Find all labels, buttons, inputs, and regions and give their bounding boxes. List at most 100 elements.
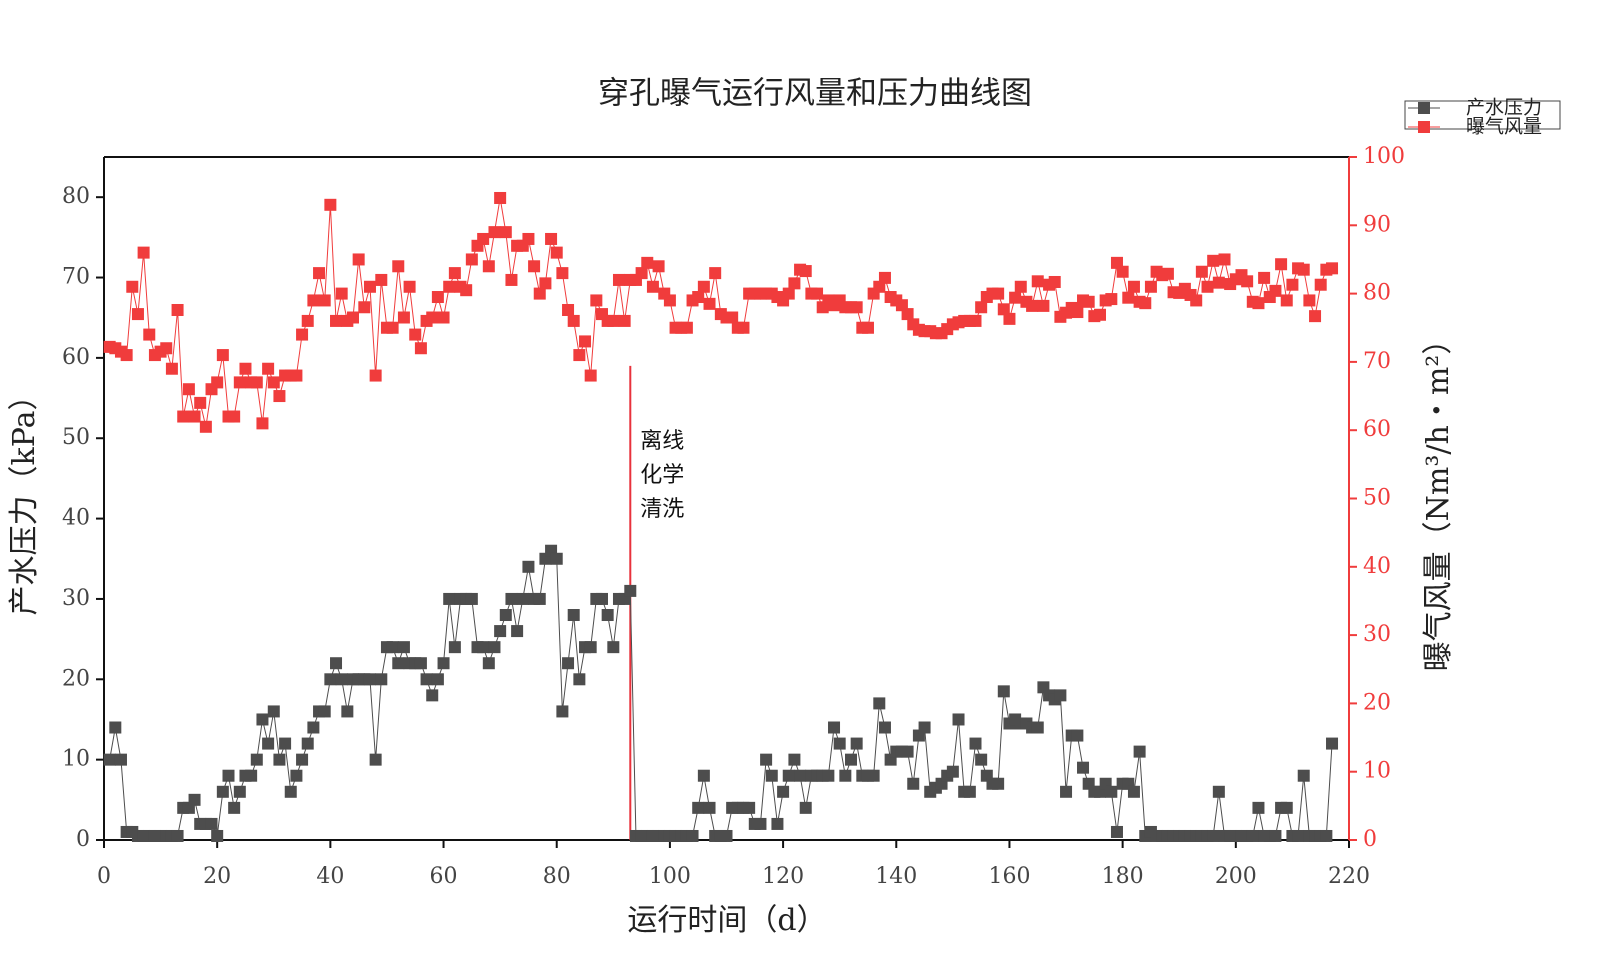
y2-tick-label: 0	[1363, 827, 1377, 852]
marker	[839, 769, 852, 782]
marker	[171, 829, 184, 842]
marker	[363, 673, 376, 686]
marker	[369, 753, 382, 766]
marker	[522, 560, 535, 573]
y-tick-label: 10	[62, 747, 90, 772]
marker	[1161, 267, 1174, 280]
marker	[494, 191, 507, 204]
marker	[267, 376, 280, 389]
marker	[828, 721, 841, 734]
x-tick-label: 100	[649, 864, 691, 889]
marker	[494, 625, 507, 638]
marker	[296, 753, 309, 766]
marker	[833, 737, 846, 750]
marker	[211, 376, 224, 389]
marker	[239, 362, 252, 375]
y2-tick-label: 10	[1363, 759, 1391, 784]
marker	[1326, 737, 1339, 750]
marker	[584, 641, 597, 654]
marker	[1037, 299, 1050, 312]
marker	[788, 753, 801, 766]
marker	[963, 785, 976, 798]
marker	[216, 349, 229, 362]
y2-tick-label: 50	[1363, 486, 1391, 511]
marker	[488, 641, 501, 654]
marker	[850, 301, 863, 314]
marker	[273, 753, 286, 766]
marker	[533, 287, 546, 300]
marker	[414, 342, 427, 355]
marker	[1094, 308, 1106, 321]
y2-axis-label: 曝气风量（Nm³/h・m²）	[1421, 325, 1456, 672]
marker	[556, 267, 569, 280]
marker	[188, 410, 201, 423]
marker	[811, 287, 824, 300]
marker	[997, 685, 1010, 698]
marker	[584, 369, 597, 382]
marker	[1269, 829, 1282, 842]
marker	[392, 657, 405, 670]
marker	[120, 349, 133, 362]
x-tick-label: 220	[1328, 864, 1370, 889]
marker	[539, 277, 552, 290]
marker	[1071, 729, 1084, 742]
x-tick-label: 40	[316, 864, 344, 889]
marker	[1297, 769, 1310, 782]
marker	[975, 753, 988, 766]
x-tick-label: 140	[875, 864, 917, 889]
marker	[262, 737, 275, 750]
marker	[1286, 278, 1299, 291]
marker	[1144, 280, 1157, 293]
marker	[1246, 829, 1259, 842]
marker	[1082, 295, 1095, 308]
marker	[1314, 278, 1327, 291]
marker	[550, 552, 563, 565]
marker	[369, 369, 382, 382]
marker	[1127, 280, 1140, 293]
marker	[579, 335, 592, 348]
marker	[290, 769, 303, 782]
marker	[1252, 801, 1265, 814]
marker	[1127, 785, 1140, 798]
legend-box	[1404, 100, 1561, 130]
marker	[279, 737, 292, 750]
marker	[330, 314, 343, 327]
marker	[137, 246, 150, 259]
y2-tick-label: 90	[1363, 212, 1391, 237]
marker	[245, 769, 258, 782]
marker	[567, 314, 580, 327]
marker	[318, 294, 331, 307]
marker	[1110, 825, 1123, 838]
marker	[641, 256, 654, 269]
marker	[307, 721, 320, 734]
marker	[997, 303, 1010, 316]
marker	[273, 390, 286, 403]
marker	[1009, 291, 1022, 304]
marker	[1201, 280, 1214, 293]
marker	[211, 829, 224, 842]
marker	[686, 829, 699, 842]
marker	[822, 769, 835, 782]
marker	[946, 765, 959, 778]
y2-tick-label: 20	[1363, 690, 1391, 715]
marker	[760, 753, 773, 766]
marker	[545, 232, 558, 245]
marker	[1077, 761, 1090, 774]
marker	[907, 777, 920, 790]
marker	[228, 801, 241, 814]
marker	[505, 592, 518, 605]
marker	[131, 308, 144, 321]
marker	[952, 713, 965, 726]
marker	[335, 287, 348, 300]
marker	[1105, 293, 1118, 306]
marker	[250, 376, 263, 389]
marker	[267, 705, 280, 718]
marker	[465, 253, 478, 266]
marker	[867, 769, 880, 782]
marker	[477, 232, 490, 245]
y-tick-label: 40	[62, 506, 90, 531]
marker	[850, 737, 863, 750]
marker	[652, 260, 665, 273]
marker	[726, 311, 739, 324]
